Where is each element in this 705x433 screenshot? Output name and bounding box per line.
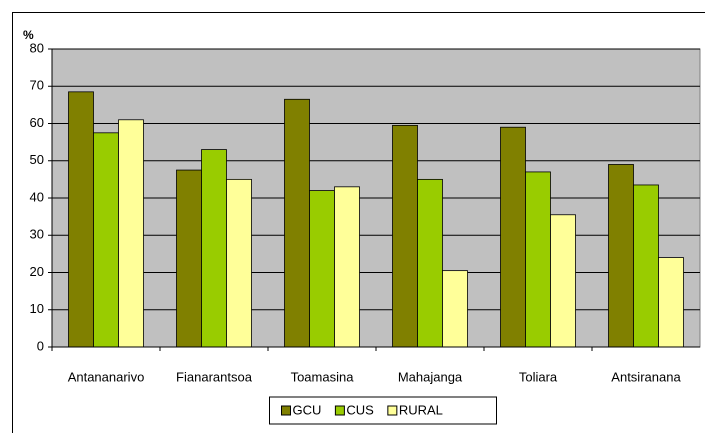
bar	[525, 171, 551, 348]
x-tick-label: Fianarantsoa	[176, 369, 253, 384]
y-tick-label: 50	[30, 152, 44, 167]
bar	[417, 178, 443, 348]
bar	[392, 124, 418, 348]
x-tick-label: Mahajanga	[398, 369, 463, 384]
bar	[176, 169, 202, 348]
bar	[93, 132, 119, 348]
y-tick-label: 70	[30, 78, 44, 93]
bar	[201, 149, 227, 348]
y-tick-label: 30	[30, 227, 44, 242]
legend-swatch	[387, 405, 398, 416]
legend-box	[269, 396, 497, 425]
y-tick-label: 10	[30, 301, 44, 316]
y-tick-label: 60	[30, 115, 44, 130]
legend-swatch	[334, 405, 345, 416]
y-axis-label: %	[23, 28, 34, 42]
legend-swatch	[281, 405, 291, 416]
legend-label: GCU	[293, 402, 322, 417]
bar	[226, 178, 252, 348]
bar	[633, 184, 659, 348]
bar	[500, 126, 526, 348]
bar	[442, 270, 468, 348]
bar	[68, 91, 94, 348]
bar	[284, 98, 310, 348]
y-tick-label: 20	[30, 264, 44, 279]
x-tick-label: Toliara	[519, 369, 558, 384]
x-tick-label: Antananarivo	[68, 369, 145, 384]
bar	[550, 214, 576, 348]
legend-label: RURAL	[399, 402, 443, 417]
y-tick-label: 80	[30, 40, 44, 55]
x-tick-label: Antsiranana	[611, 369, 681, 384]
bar	[118, 119, 144, 348]
y-tick-label: 0	[37, 338, 44, 353]
bar	[608, 164, 634, 348]
bar	[309, 190, 335, 348]
bar	[658, 257, 684, 348]
x-tick-label: Toamasina	[291, 369, 355, 384]
bar	[334, 186, 360, 348]
legend-label: CUS	[346, 402, 374, 417]
y-tick-label: 40	[30, 189, 44, 204]
